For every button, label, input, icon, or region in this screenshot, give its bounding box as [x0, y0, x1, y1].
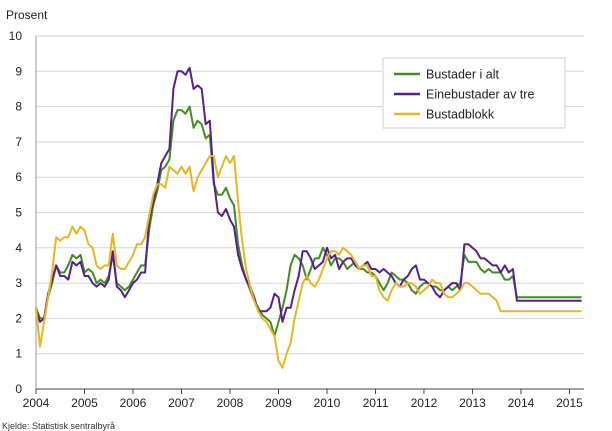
x-tick-label: 2010 [314, 396, 341, 410]
y-tick-label: 0 [15, 382, 22, 396]
y-axis-title: Prosent [6, 8, 48, 22]
grid-lines [35, 35, 584, 394]
x-tick-label: 2012 [411, 396, 438, 410]
x-tick-label: 2005 [71, 396, 98, 410]
x-tick-label: 2013 [459, 396, 486, 410]
y-tick-label: 7 [15, 135, 22, 149]
series-line-bustadblokk [35, 155, 582, 369]
legend-label: Bustadblokk [426, 108, 495, 122]
x-tick-label: 2011 [363, 396, 389, 410]
series-line-bustader-i-alt [35, 105, 582, 338]
y-tick-label: 8 [15, 100, 22, 114]
y-tick-label: 6 [15, 170, 22, 184]
x-tick-label: 2009 [265, 396, 292, 410]
y-tick-label: 4 [15, 241, 22, 255]
y-tick-label: 10 [9, 29, 23, 43]
y-tick-label: 9 [15, 64, 22, 78]
x-tick-label: 2014 [508, 396, 535, 410]
x-tick-labels: 2004 2005 2006 2007 2008 2009 2010 2011 2012 2013… [23, 396, 583, 410]
x-tick-label: 2007 [168, 396, 195, 410]
source-note: Kjelde: Statistisk sentralbyrå [2, 421, 116, 431]
legend-label: Einebustader av tre [426, 88, 534, 102]
y-tick-label: 3 [15, 276, 22, 290]
y-tick-label: 1 [15, 347, 22, 361]
series-line-einebustader-av-tre [35, 66, 582, 323]
y-tick-labels: 0 1 2 3 4 5 6 7 8 9 10 [9, 29, 23, 396]
x-tick-label: 2008 [217, 396, 244, 410]
legend-label: Bustader i alt [426, 68, 499, 82]
y-tick-label: 2 [15, 311, 22, 325]
y-tick-label: 5 [15, 206, 22, 220]
x-tick-label: 2004 [23, 396, 50, 410]
legend: Bustader i alt Einebustader av tre Bustadb… [382, 57, 566, 129]
series-lines [35, 66, 582, 369]
x-tick-label: 2015 [556, 396, 583, 410]
x-tick-label: 2006 [120, 396, 147, 410]
